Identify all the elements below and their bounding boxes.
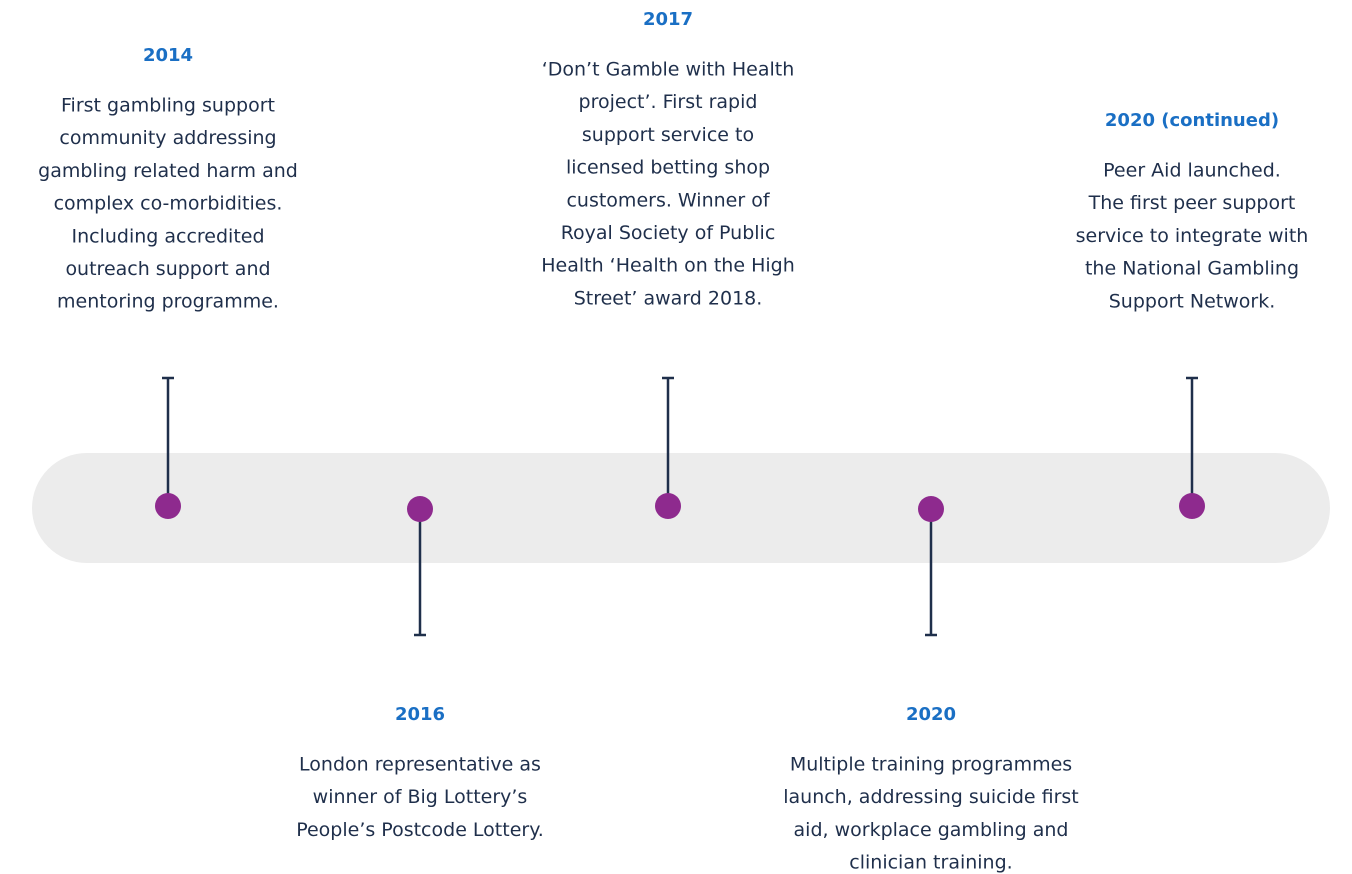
milestone-text: support service to: [582, 124, 754, 146]
milestone-text: Street’ award 2018.: [574, 287, 763, 309]
milestone-text: gambling related harm and: [38, 160, 298, 182]
milestone-dot: [655, 493, 681, 519]
milestone-text: Royal Society of Public: [561, 222, 776, 244]
milestone-text: Peer Aid launched.: [1103, 160, 1281, 182]
milestone-text: People’s Postcode Lottery.: [296, 819, 544, 841]
milestone-text: the National Gambling: [1085, 258, 1299, 280]
milestone-text: community addressing: [59, 127, 276, 149]
milestone-text: customers. Winner of: [566, 189, 770, 211]
milestone-text: First gambling support: [61, 95, 275, 117]
milestone-text: Including accredited: [71, 225, 264, 247]
milestone-text: service to integrate with: [1076, 225, 1309, 247]
milestone-text: ‘Don’t Gamble with Health: [542, 59, 795, 81]
milestone-dot: [407, 496, 433, 522]
milestone-text: Health ‘Health on the High: [541, 255, 795, 277]
milestone-text: complex co-morbidities.: [54, 193, 283, 215]
milestone-text: Support Network.: [1109, 290, 1276, 312]
milestone-year: 2014: [143, 45, 193, 66]
milestone-dot: [918, 496, 944, 522]
milestone-year: 2020 (continued): [1105, 110, 1279, 131]
milestone-text: licensed betting shop: [566, 157, 770, 179]
milestone-text: winner of Big Lottery’s: [313, 786, 528, 808]
milestone-text: project’. First rapid: [579, 91, 758, 113]
milestone-text: mentoring programme.: [57, 291, 279, 313]
milestone-text: launch, addressing suicide first: [783, 786, 1079, 808]
milestone-dot: [1179, 493, 1205, 519]
milestone-text: outreach support and: [65, 258, 270, 280]
milestone-year: 2020: [906, 704, 956, 725]
milestone-year: 2016: [395, 704, 445, 725]
milestone-year: 2017: [643, 9, 693, 30]
milestone-text: aid, workplace gambling and: [794, 819, 1069, 841]
timeline-track: [32, 453, 1330, 563]
milestone-text: London representative as: [299, 754, 541, 776]
milestone-text: Multiple training programmes: [790, 754, 1072, 776]
milestone-text: The first peer support: [1088, 192, 1296, 214]
milestone-text: clinician training.: [849, 852, 1012, 874]
milestone-dot: [155, 493, 181, 519]
